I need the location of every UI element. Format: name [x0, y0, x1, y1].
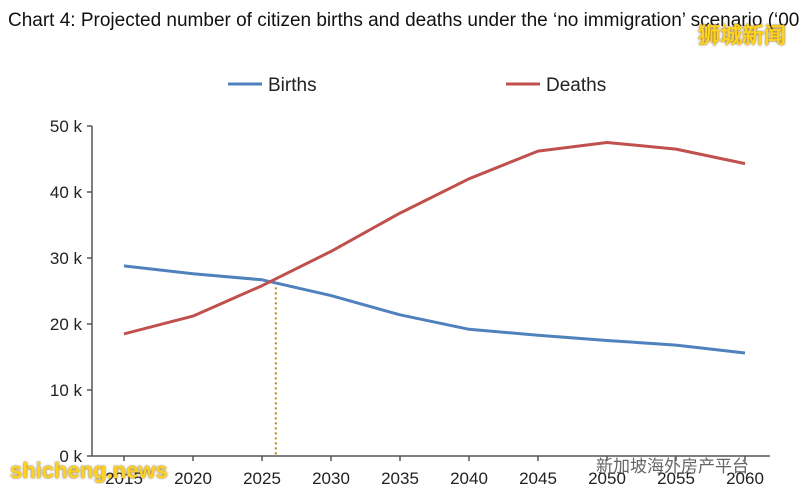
x-tick-label: 2020	[174, 469, 212, 488]
x-tick-label: 2045	[519, 469, 557, 488]
x-tick-label: 2050	[588, 469, 626, 488]
y-tick-label: 50 k	[50, 117, 83, 136]
x-tick-label: 2060	[726, 469, 764, 488]
legend-label-deaths: Deaths	[546, 75, 606, 96]
y-tick-label: 10 k	[50, 381, 83, 400]
legend-label-births: Births	[268, 75, 317, 96]
y-tick-label: 20 k	[50, 315, 83, 334]
x-tick-label: 2055	[657, 469, 695, 488]
series-line-births	[123, 264, 746, 355]
x-tick-label: 2025	[243, 469, 281, 488]
watermark-bottom-left: shicheng.news	[10, 458, 168, 483]
x-tick-label: 2015	[105, 469, 143, 488]
y-tick-label: 0 k	[59, 447, 82, 466]
plot-area: 0 k 10 k 20 k 30 k 40 k 50 k 2015 2020 2025 2030 2…	[50, 117, 770, 488]
y-tick-label: 30 k	[50, 249, 83, 268]
watermark-bottom-right: 新加坡海外房产平台	[596, 457, 749, 477]
x-tick-label: 2035	[381, 469, 419, 488]
x-tick-label: 2030	[312, 469, 350, 488]
watermark-top-right: 狮城新闻	[697, 24, 786, 49]
chart-title: Chart 4: Projected number of citizen bir…	[8, 10, 800, 31]
x-tick-label: 2040	[450, 469, 488, 488]
series-line-deaths	[123, 141, 746, 336]
legend: Births Deaths	[228, 75, 606, 96]
y-tick-label: 40 k	[50, 183, 83, 202]
